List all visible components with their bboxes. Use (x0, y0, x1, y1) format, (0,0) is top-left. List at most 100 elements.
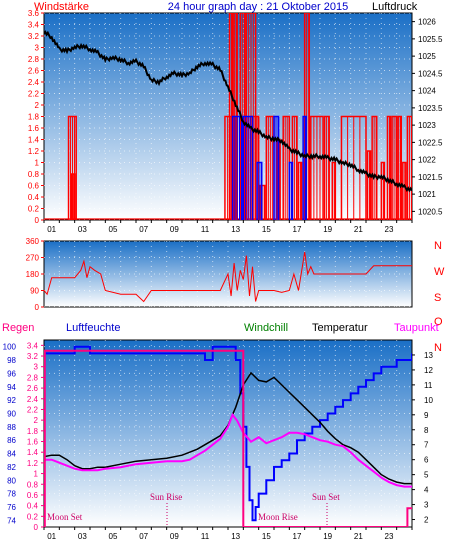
rain-tick-label: 3 (34, 363, 39, 372)
wind-tick-label: 2 (35, 101, 40, 110)
x-tick-label: 19 (323, 532, 332, 541)
x-tick-label: 05 (109, 532, 118, 541)
rain-tick-label: 2.6 (27, 384, 39, 393)
wind-tick-label: 0 (35, 216, 40, 225)
wind-tick-label: 2.4 (28, 78, 40, 87)
humidity-series-line (44, 345, 412, 522)
humidity-tick-label: 94 (7, 383, 16, 392)
rain-tick-label: 0.6 (27, 491, 39, 500)
direction-tick-label: 0 (35, 303, 40, 312)
wind-tick-label: 2.8 (28, 55, 40, 64)
x-tick-label: 11 (201, 225, 210, 234)
humidity-tick-label: 88 (7, 423, 16, 432)
x-tick-label: 23 (385, 532, 394, 541)
temperature-tick-label: 10 (424, 396, 433, 405)
x-tick-label: 13 (231, 532, 240, 541)
wind-speed-axis-title: Windstärke (34, 1, 89, 13)
rain-tick-label: 1.4 (27, 448, 39, 457)
rain-tick-label: 0.8 (27, 480, 39, 489)
direction-letter-s: S (434, 292, 441, 304)
pressure-tick-label: 1021 (418, 190, 436, 199)
panel-temperature-humidity (43, 339, 413, 528)
x-tick-label: 03 (78, 532, 87, 541)
temperature-tick-label: 13 (424, 351, 433, 360)
sun-rise-label: Sun Rise (150, 492, 182, 502)
pressure-axis-title: Luftdruck (372, 1, 418, 13)
wind-tick-label: 1 (35, 159, 40, 168)
x-tick-label: 15 (262, 225, 271, 234)
rain-series-line (44, 349, 412, 527)
pressure-tick-label: 1021.5 (418, 173, 443, 182)
moon-rise-label: Moon Rise (258, 512, 298, 522)
moon-set-label: Moon Set (47, 512, 83, 522)
temperature-tick-label: 4 (424, 486, 429, 495)
temperature-tick-label: 12 (424, 366, 433, 375)
wind-tick-label: 1.6 (28, 124, 40, 133)
x-tick-label: 21 (354, 225, 363, 234)
wind-tick-label: 1.8 (28, 113, 40, 122)
direction-tick-label: 360 (26, 237, 40, 246)
temperature-series-line (44, 371, 412, 485)
x-tick-label: 13 (231, 225, 240, 234)
pressure-tick-label: 1025 (418, 52, 436, 61)
rain-tick-label: 3.2 (27, 352, 39, 361)
x-tick-label: 23 (385, 225, 394, 234)
x-tick-label: 11 (201, 532, 210, 541)
humidity-tick-label: 96 (7, 369, 16, 378)
humidity-tick-label: 86 (7, 436, 16, 445)
temperature-tick-label: 9 (424, 411, 429, 420)
direction-letter-n: N (434, 342, 442, 354)
pressure-tick-label: 1024.5 (418, 69, 443, 78)
rain-tick-label: 2.2 (27, 405, 39, 414)
pressure-tick-label: 1026 (418, 18, 436, 27)
pressure-tick-label: 1020.5 (418, 207, 443, 216)
wind-tick-label: 0.2 (28, 205, 40, 214)
pressure-tick-label: 1022.5 (418, 138, 443, 147)
rain-tick-label: 0 (34, 523, 39, 532)
direction-letter-o: O (434, 316, 443, 328)
rain-axis-title: Regen (2, 322, 34, 334)
x-tick-label: 03 (78, 225, 87, 234)
x-tick-label: 19 (323, 225, 332, 234)
direction-letter-n: N (434, 240, 442, 252)
temperature-tick-label: 5 (424, 471, 429, 480)
rain-tick-label: 2.4 (27, 395, 39, 404)
direction-tick-label: 180 (26, 270, 40, 279)
pressure-tick-label: 1023 (418, 121, 436, 130)
humidity-tick-label: 74 (7, 516, 16, 525)
humidity-tick-label: 92 (7, 396, 16, 405)
temperature-tick-label: 3 (424, 501, 429, 510)
humidity-tick-label: 100 (3, 343, 17, 352)
rain-tick-label: 1 (34, 470, 39, 479)
pressure-series-line (44, 30, 412, 193)
pressure-tick-label: 1024 (418, 87, 436, 96)
x-tick-label: 05 (109, 225, 118, 234)
temperature-tick-label: 11 (424, 381, 433, 390)
x-tick-label: 01 (47, 225, 56, 234)
wind-tick-label: 1.2 (28, 147, 40, 156)
humidity-axis-title: Luftfeuchte (66, 322, 120, 334)
pressure-tick-label: 1023.5 (418, 104, 443, 113)
temperature-tick-label: 7 (424, 441, 429, 450)
wind-direction-line (44, 251, 412, 303)
sun-set-label: Sun Set (312, 492, 340, 502)
temperature-tick-label: 2 (424, 516, 429, 525)
wind-tick-label: 0.4 (28, 193, 40, 202)
wind-tick-label: 3.4 (28, 21, 40, 30)
rain-tick-label: 1.2 (27, 459, 39, 468)
humidity-tick-label: 90 (7, 409, 16, 418)
temperature-legend: Temperatur (312, 322, 368, 334)
x-tick-label: 21 (354, 532, 363, 541)
x-tick-label: 15 (262, 532, 271, 541)
wind-tick-label: 2.6 (28, 67, 40, 76)
humidity-tick-label: 84 (7, 450, 16, 459)
wind-tick-label: 3.6 (28, 9, 40, 18)
windchill-legend: Windchill (244, 322, 288, 334)
x-tick-label: 09 (170, 225, 179, 234)
wind-tick-label: 3 (35, 44, 40, 53)
temperature-tick-label: 8 (424, 426, 429, 435)
wind-tick-label: 2.2 (28, 90, 40, 99)
wind-tick-label: 0.8 (28, 170, 40, 179)
pressure-tick-label: 1025.5 (418, 35, 443, 44)
direction-tick-label: 90 (30, 287, 39, 296)
